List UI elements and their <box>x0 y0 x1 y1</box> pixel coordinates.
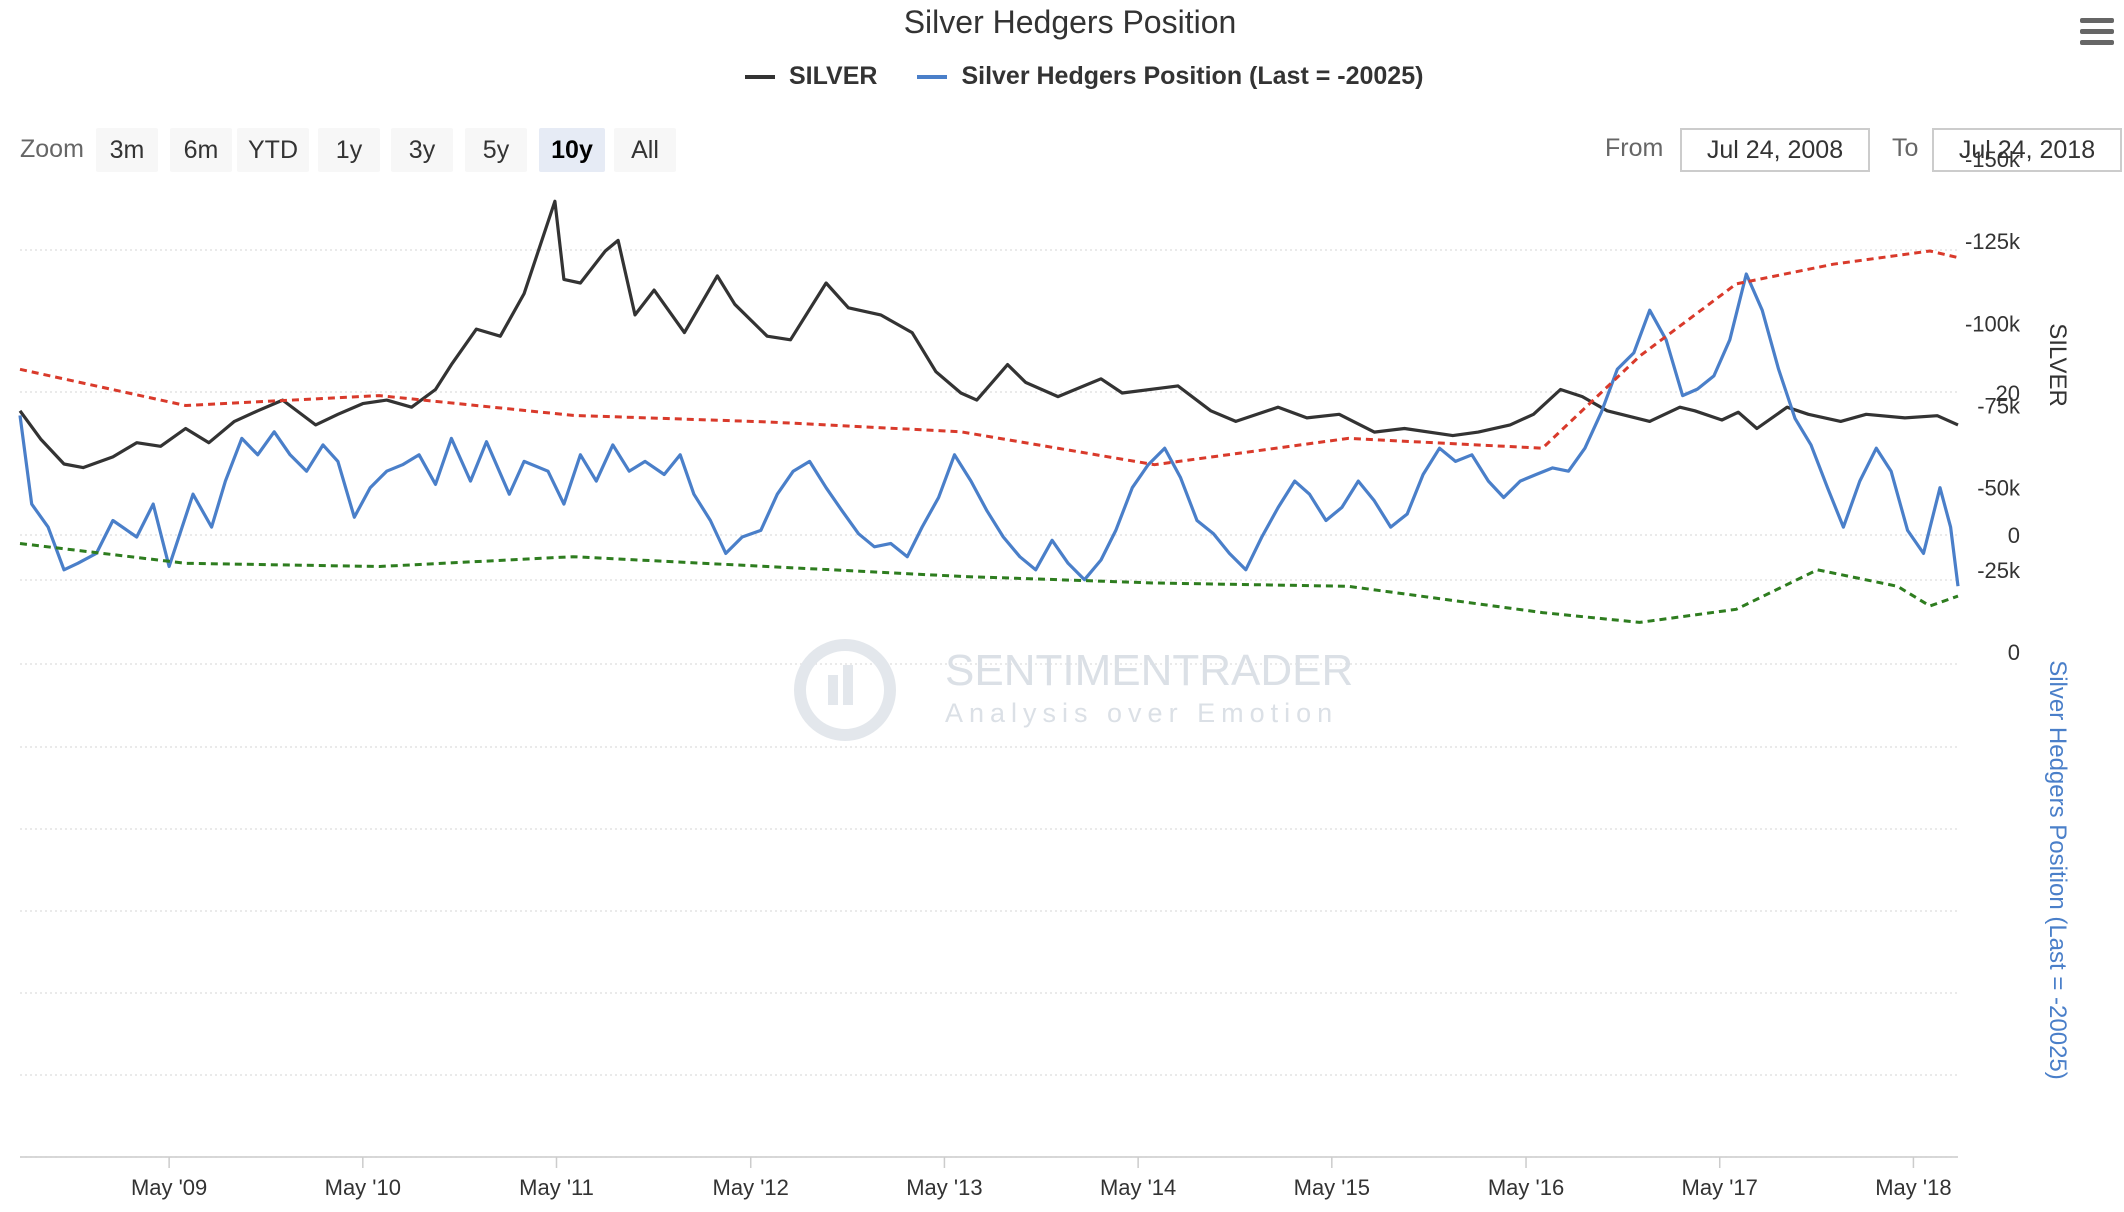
x-tick-label: May '09 <box>131 1175 207 1200</box>
x-tick-label: May '11 <box>519 1175 594 1200</box>
watermark-bar <box>828 675 838 705</box>
legend-swatch-silver <box>745 74 775 79</box>
x-tick-label: May '12 <box>713 1175 789 1200</box>
legend-item-hedgers[interactable]: Silver Hedgers Position (Last = -20025) <box>917 62 1423 91</box>
zoom-button-3y[interactable]: 3y <box>391 128 453 172</box>
watermark-line1: SENTIMENTRADER <box>945 646 1353 695</box>
zoom-button-10y[interactable]: 10y <box>539 128 605 172</box>
y-tick-label: 0 <box>2008 640 2020 665</box>
axes-layer: 20 0 SILVER 0 -25k -50k -75k -100k -125k -150k Sil… <box>131 147 2071 1200</box>
y-tick-label: 0 <box>2008 523 2020 548</box>
to-date-input[interactable]: Jul 24, 2018 <box>1932 128 2122 172</box>
watermark-logo: SENTIMENTRADER Analysis over Emotion <box>794 639 1353 741</box>
y-axis-title-silver: SILVER <box>2044 323 2071 407</box>
hedgers-position-line <box>18 272 1960 587</box>
zoom-button-3m[interactable]: 3m <box>96 128 158 172</box>
legend-swatch-hedgers <box>917 74 948 79</box>
zoom-label: Zoom <box>20 135 84 163</box>
x-tick-label: May '10 <box>325 1175 401 1200</box>
y-tick-label: 20 <box>1996 381 2020 406</box>
from-date-input[interactable]: Jul 24, 2008 <box>1680 128 1870 172</box>
to-label: To <box>1892 134 1919 162</box>
hamburger-menu-icon[interactable] <box>2080 18 2114 48</box>
watermark-line2: Analysis over Emotion <box>945 698 1338 728</box>
legend-label-hedgers: Silver Hedgers Position (Last = -20025) <box>961 62 1424 90</box>
series-layer <box>18 199 1960 624</box>
watermark-circle <box>794 639 896 741</box>
y-tick-label: -150k <box>1965 147 2021 172</box>
menu-bar <box>2080 29 2114 34</box>
y-tick-label: -25k <box>1977 558 2021 583</box>
y-tick-label: -125k <box>1965 229 2021 254</box>
from-label: From <box>1605 134 1664 162</box>
x-tick-label: May '15 <box>1294 1175 1370 1200</box>
x-tick-label: May '16 <box>1488 1175 1564 1200</box>
zoom-button-5y[interactable]: 5y <box>465 128 527 172</box>
gridlines <box>20 249 1958 1158</box>
y-axis-title-hedgers: Silver Hedgers Position (Last = -20025) <box>2044 660 2071 1080</box>
chart-legend: SILVER Silver Hedgers Position (Last = -… <box>745 62 1423 91</box>
chart-title: Silver Hedgers Position <box>903 4 1237 40</box>
y-tick-label: -100k <box>1965 311 2021 336</box>
legend-label-silver: SILVER <box>789 62 878 90</box>
x-tick-label: May '17 <box>1682 1175 1758 1200</box>
watermark-bar <box>843 665 853 705</box>
menu-bar <box>2080 18 2114 23</box>
x-tick-label: May '13 <box>906 1175 982 1200</box>
zoom-button-6m[interactable]: 6m <box>170 128 232 172</box>
x-tick-label: May '14 <box>1100 1175 1176 1200</box>
legend-item-silver[interactable]: SILVER <box>745 62 877 91</box>
y-tick-label: -75k <box>1977 394 2021 419</box>
upper-band-line <box>19 542 1959 624</box>
y-tick-label: -50k <box>1977 476 2021 501</box>
lower-band-line <box>19 249 1959 467</box>
x-tick-label: May '18 <box>1875 1175 1951 1200</box>
menu-bar <box>2080 40 2114 45</box>
silver-price-line <box>18 199 1959 470</box>
zoom-button-ytd[interactable]: YTD <box>237 128 309 172</box>
zoom-button-all[interactable]: All <box>614 128 676 172</box>
zoom-button-1y[interactable]: 1y <box>318 128 380 172</box>
